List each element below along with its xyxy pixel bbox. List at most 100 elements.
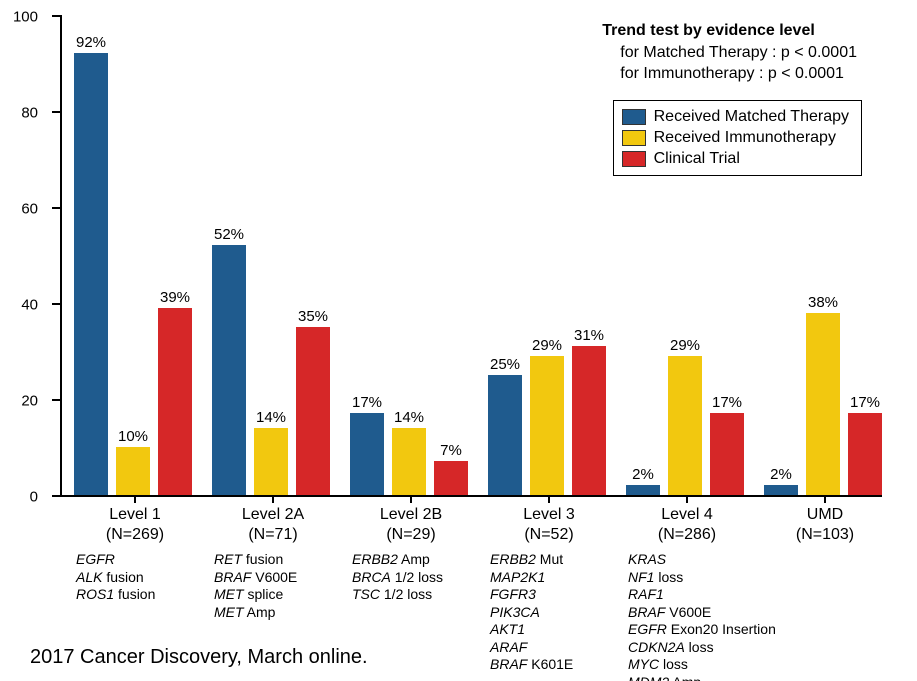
gene-label: FGFR3: [490, 586, 573, 604]
bar-value-label: 14%: [394, 409, 424, 428]
legend-swatch: [622, 109, 646, 125]
source-citation: 2017 Cancer Discovery, March online.: [30, 646, 368, 669]
bar-matched: 17%: [350, 413, 384, 495]
group-gene-list: EGFRALK fusionROS1 fusion: [76, 495, 155, 604]
bar-matched: 2%: [626, 485, 660, 495]
bar-value-label: 29%: [532, 337, 562, 356]
gene-label: BRAF V600E: [628, 604, 776, 622]
group-gene-list: RET fusionBRAF V600EMET spliceMET Amp: [214, 495, 297, 621]
bar-trial: 17%: [710, 413, 744, 495]
bar-matched: 92%: [74, 53, 108, 495]
bar-trial: 39%: [158, 308, 192, 495]
y-axis-tick-label: 20: [21, 393, 52, 410]
y-axis-tick: 80: [52, 111, 62, 113]
trend-test-text: Trend test by evidence level for Matched…: [602, 20, 857, 85]
gene-label: BRAF K601E: [490, 656, 573, 674]
gene-label: EGFR: [76, 551, 155, 569]
y-axis-tick: 0: [52, 495, 62, 497]
bar-immuno: 29%: [530, 356, 564, 495]
gene-label: RET fusion: [214, 551, 297, 569]
gene-label: BRAF V600E: [214, 569, 297, 587]
gene-label: CDKN2A loss: [628, 639, 776, 657]
y-axis-tick: 100: [52, 15, 62, 17]
bar-immuno: 38%: [806, 313, 840, 495]
bar-group: 52%14%35%Level 2A(N=71)RET fusionBRAF V6…: [208, 15, 338, 495]
group-gene-list: ERBB2 MutMAP2K1FGFR3PIK3CAAKT1ARAFBRAF K…: [490, 495, 573, 674]
bar-value-label: 35%: [298, 308, 328, 327]
legend-swatch: [622, 151, 646, 167]
bar-value-label: 2%: [632, 466, 654, 485]
trend-test-line-2: for Immunotherapy : p < 0.0001: [602, 63, 857, 85]
bar-value-label: 17%: [712, 394, 742, 413]
gene-label: MET Amp: [214, 604, 297, 622]
plot-area: 02040608010092%10%39%Level 1(N=269)EGFRA…: [60, 15, 882, 497]
bar-trial: 17%: [848, 413, 882, 495]
y-axis-tick-label: 80: [21, 105, 52, 122]
trend-test-line-1: for Matched Therapy : p < 0.0001: [602, 42, 857, 64]
bar-group: 92%10%39%Level 1(N=269)EGFRALK fusionROS…: [70, 15, 200, 495]
legend-label: Received Immunotherapy: [654, 128, 836, 149]
gene-label: ARAF: [490, 639, 573, 657]
bar-value-label: 2%: [770, 466, 792, 485]
legend-item: Received Matched Therapy: [622, 107, 849, 128]
bar-value-label: 39%: [160, 289, 190, 308]
gene-label: MYC loss: [628, 656, 776, 674]
gene-label: ERBB2 Amp: [352, 551, 443, 569]
y-axis-tick-label: 40: [21, 297, 52, 314]
y-axis-tick: 40: [52, 303, 62, 305]
bar-group: 17%14%7%Level 2B(N=29)ERBB2 AmpBRCA 1/2 …: [346, 15, 476, 495]
y-axis-tick-label: 100: [13, 9, 52, 26]
gene-label: AKT1: [490, 621, 573, 639]
bar-immuno: 14%: [392, 428, 426, 495]
y-axis-tick: 20: [52, 399, 62, 401]
bar-value-label: 52%: [214, 226, 244, 245]
gene-label: ROS1 fusion: [76, 586, 155, 604]
bar-value-label: 25%: [490, 356, 520, 375]
bar-trial: 35%: [296, 327, 330, 495]
bar-group: 2%29%17%Level 4(N=286)KRASNF1 lossRAF1BR…: [622, 15, 752, 495]
legend-label: Clinical Trial: [654, 149, 740, 170]
bar-value-label: 7%: [440, 442, 462, 461]
y-axis-tick: 60: [52, 207, 62, 209]
bar-value-label: 29%: [670, 337, 700, 356]
legend-item: Clinical Trial: [622, 149, 849, 170]
gene-label: MDM2 Amp: [628, 674, 776, 681]
bar-value-label: 92%: [76, 34, 106, 53]
bar-immuno: 29%: [668, 356, 702, 495]
gene-label: BRCA 1/2 loss: [352, 569, 443, 587]
legend-swatch: [622, 130, 646, 146]
group-label: UMD(N=103): [796, 495, 854, 545]
bar-matched: 52%: [212, 245, 246, 495]
bar-trial: 31%: [572, 346, 606, 495]
bar-value-label: 17%: [352, 394, 382, 413]
group-gene-list: KRASNF1 lossRAF1BRAF V600EEGFR Exon20 In…: [628, 495, 776, 681]
bar-value-label: 31%: [574, 327, 604, 346]
gene-label: EGFR Exon20 Insertion: [628, 621, 776, 639]
gene-label: ALK fusion: [76, 569, 155, 587]
gene-label: MET splice: [214, 586, 297, 604]
bar-matched: 25%: [488, 375, 522, 495]
bar-immuno: 14%: [254, 428, 288, 495]
bar-immuno: 10%: [116, 447, 150, 495]
gene-label: MAP2K1: [490, 569, 573, 587]
trend-test-title: Trend test by evidence level: [602, 20, 857, 42]
bar-trial: 7%: [434, 461, 468, 495]
gene-label: TSC 1/2 loss: [352, 586, 443, 604]
legend-label: Received Matched Therapy: [654, 107, 849, 128]
bar-group: 25%29%31%Level 3(N=52)ERBB2 MutMAP2K1FGF…: [484, 15, 614, 495]
legend: Received Matched TherapyReceived Immunot…: [613, 100, 862, 176]
bar-value-label: 17%: [850, 394, 880, 413]
group-gene-list: ERBB2 AmpBRCA 1/2 lossTSC 1/2 loss: [352, 495, 443, 604]
gene-label: NF1 loss: [628, 569, 776, 587]
bar-matched: 2%: [764, 485, 798, 495]
gene-label: KRAS: [628, 551, 776, 569]
gene-label: PIK3CA: [490, 604, 573, 622]
y-axis-tick-label: 0: [30, 489, 52, 506]
bar-group: 2%38%17%UMD(N=103): [760, 15, 890, 495]
bar-value-label: 10%: [118, 428, 148, 447]
legend-item: Received Immunotherapy: [622, 128, 849, 149]
bar-value-label: 38%: [808, 294, 838, 313]
bar-value-label: 14%: [256, 409, 286, 428]
y-axis-tick-label: 60: [21, 201, 52, 218]
chart-container: 0 20 40 60 80 100 92%10%39%Level 1(N=269)EGFRA…: [0, 0, 917, 681]
